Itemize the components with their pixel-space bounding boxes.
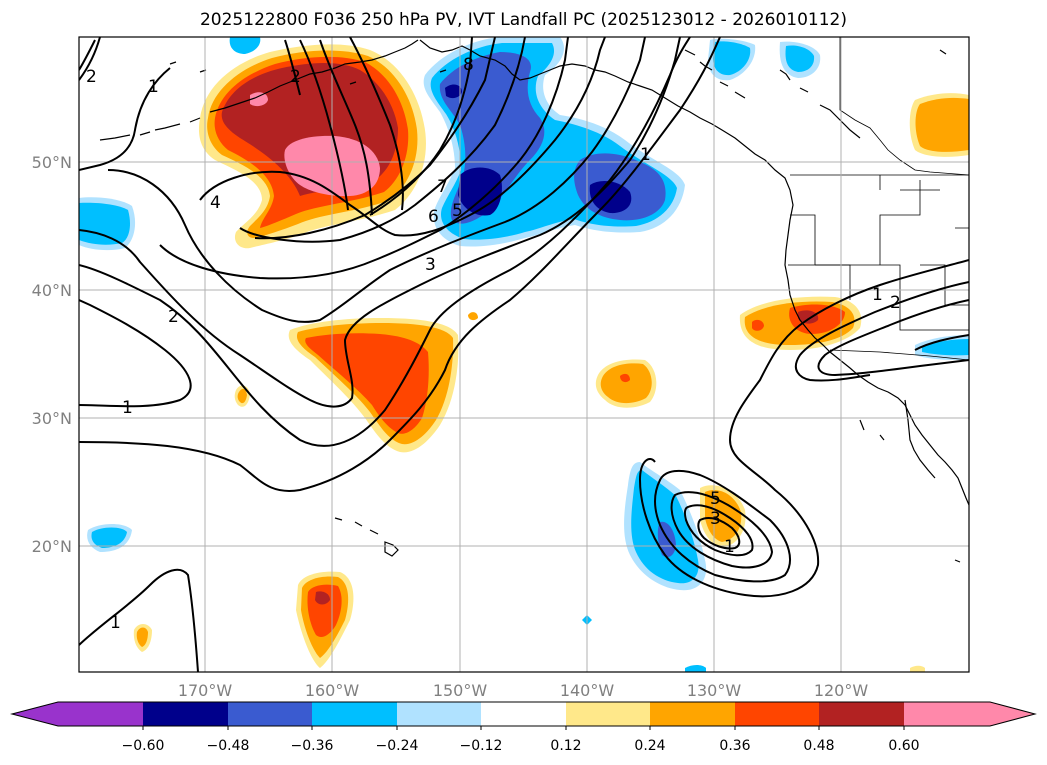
colorbar-tick: −0.12 <box>460 738 503 754</box>
contour-label: 1 <box>724 537 735 557</box>
colorbar-min-extend <box>12 702 143 726</box>
colorbar-segment <box>397 702 481 726</box>
contour-label: 1 <box>872 285 883 305</box>
colorbar-segment <box>228 702 312 726</box>
colorbar-segment <box>143 702 228 726</box>
colorbar-segment <box>481 702 566 726</box>
contour-label: 8 <box>463 55 474 75</box>
contour-label: 2 <box>890 293 901 313</box>
contour-label: 1 <box>122 398 133 418</box>
political-borders <box>788 37 969 361</box>
colorbar-tick: −0.60 <box>122 738 165 754</box>
contour-label: 6 <box>428 207 439 227</box>
colorbar-tick: −0.36 <box>291 738 334 754</box>
colorbar-tick: 0.24 <box>634 738 665 754</box>
contour-label: 5 <box>710 489 721 509</box>
lat-label-50n: 50°N <box>32 153 72 172</box>
colorbar-tick: 0.12 <box>550 738 581 754</box>
map-title: 2025122800 F036 250 hPa PV, IVT Landfall… <box>199 10 847 30</box>
contour-label: 2 <box>168 307 179 327</box>
colorbar-segment <box>819 702 904 726</box>
colorbar-tick: −0.48 <box>207 738 250 754</box>
contour-label: 3 <box>710 509 721 529</box>
gridlines <box>79 37 969 672</box>
lon-label-140w: 140°W <box>560 681 615 700</box>
latitude-labels: 50°N 40°N 30°N 20°N <box>32 153 72 556</box>
colorbar-segment <box>735 702 819 726</box>
contour-label: 7 <box>437 177 448 197</box>
colorbar-tick: 0.60 <box>888 738 919 754</box>
lon-label-160w: 160°W <box>305 681 360 700</box>
pv-filled-contours <box>79 37 969 672</box>
contour-label: 1 <box>640 145 651 165</box>
colorbar-tick: 0.48 <box>803 738 834 754</box>
lon-label-120w: 120°W <box>814 681 869 700</box>
map-frame <box>78 36 970 673</box>
ivt-contours <box>79 37 969 672</box>
contour-label: 5 <box>452 201 463 221</box>
contour-labels: 1 2 2 4 2 1 8 7 6 5 3 1 1 1 2 5 3 1 <box>86 55 901 633</box>
lon-label-130w: 130°W <box>687 681 742 700</box>
coastlines <box>99 39 969 563</box>
lat-label-40n: 40°N <box>32 281 72 300</box>
colorbar-tick: −0.24 <box>376 738 419 754</box>
lat-label-20n: 20°N <box>32 537 72 556</box>
colorbar-max-extend <box>904 702 1035 726</box>
contour-label: 1 <box>110 613 121 633</box>
longitude-labels: 170°W 160°W 150°W 140°W 130°W 120°W <box>178 681 869 700</box>
contour-label: 4 <box>210 193 221 213</box>
lon-label-150w: 150°W <box>433 681 488 700</box>
colorbar-segment <box>312 702 397 726</box>
colorbar: −0.60 −0.48 −0.36 −0.24 −0.12 0.12 0.24 … <box>10 701 1037 754</box>
colorbar-outline <box>10 701 1037 727</box>
lat-label-30n: 30°N <box>32 409 72 428</box>
colorbar-tick: 0.36 <box>719 738 750 754</box>
colorbar-segment <box>566 702 650 726</box>
contour-label: 2 <box>290 67 301 87</box>
contour-label: 1 <box>148 77 159 97</box>
lon-label-170w: 170°W <box>178 681 233 700</box>
contour-label: 3 <box>425 255 436 275</box>
contour-label: 2 <box>86 67 97 87</box>
colorbar-segment <box>650 702 735 726</box>
